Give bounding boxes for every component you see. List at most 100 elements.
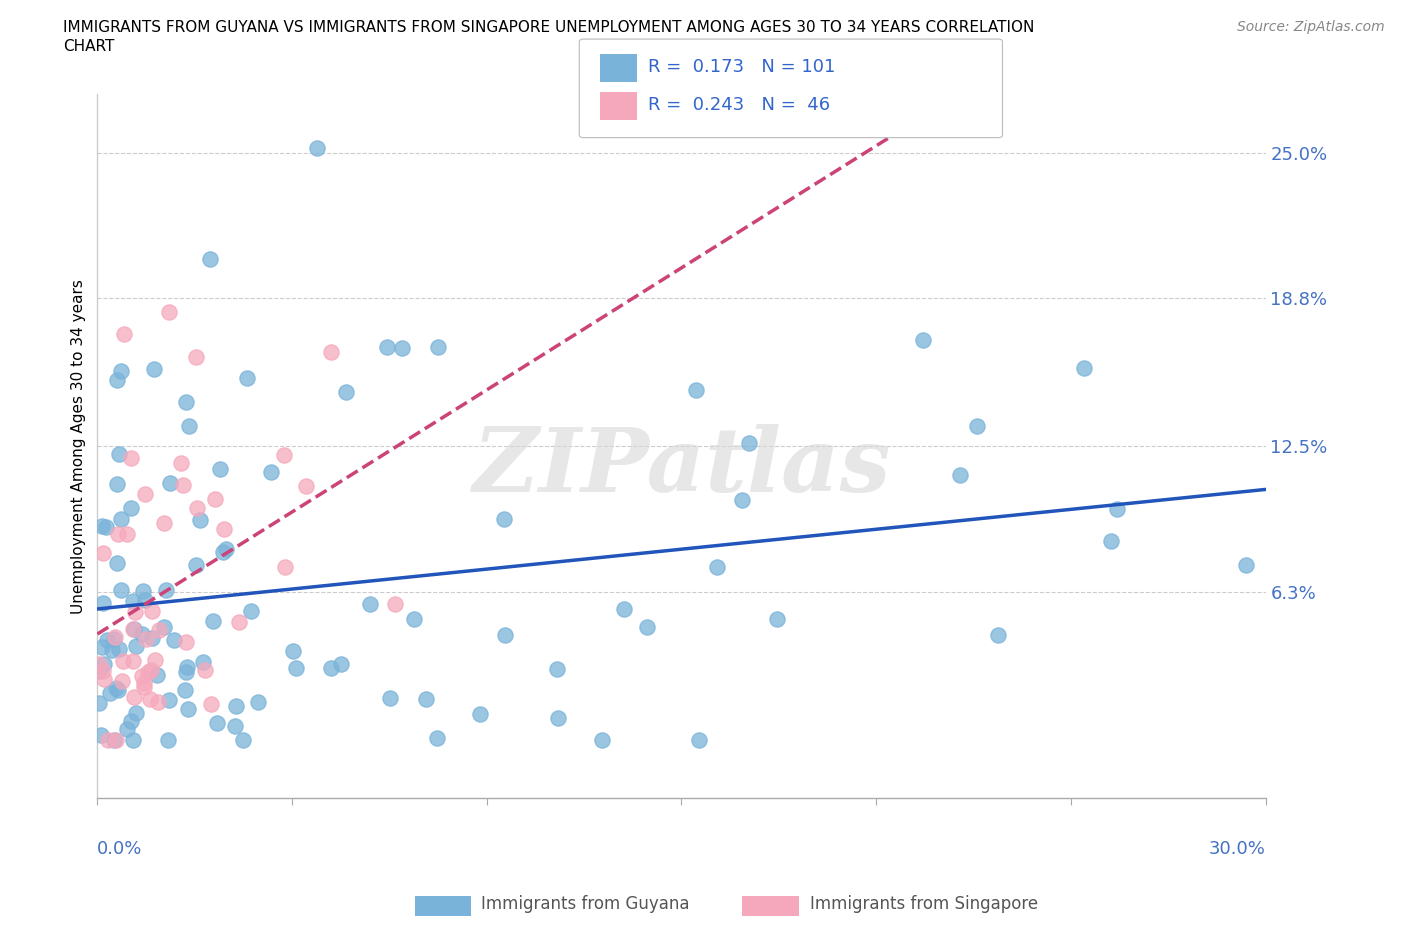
Point <box>211 545 233 560</box>
Point <box>738 436 761 451</box>
Point <box>157 693 180 708</box>
Point <box>415 692 437 707</box>
Point <box>111 653 134 668</box>
Text: 0.0%: 0.0% <box>97 841 143 858</box>
Point <box>173 683 195 698</box>
Point <box>731 493 754 508</box>
Point <box>205 715 228 730</box>
Point <box>124 604 146 619</box>
Point <box>93 671 115 686</box>
Point <box>636 619 658 634</box>
Point <box>105 477 128 492</box>
Point <box>120 500 142 515</box>
Point <box>87 696 110 711</box>
Point <box>177 702 200 717</box>
Point <box>90 519 112 534</box>
Text: Source: ZipAtlas.com: Source: ZipAtlas.com <box>1237 20 1385 34</box>
Point <box>273 448 295 463</box>
Point <box>547 711 569 725</box>
Point <box>105 372 128 387</box>
Point <box>156 732 179 747</box>
Point <box>107 642 129 657</box>
Point <box>139 691 162 706</box>
Point <box>494 628 516 643</box>
Point <box>136 664 159 679</box>
Point <box>208 461 231 476</box>
Point <box>101 643 124 658</box>
Point <box>402 612 425 627</box>
Point <box>96 632 118 647</box>
Point <box>468 707 491 722</box>
Point <box>194 662 217 677</box>
Point <box>1234 558 1257 573</box>
Point <box>202 614 225 629</box>
Point <box>120 713 142 728</box>
Point <box>179 418 201 433</box>
Point <box>546 662 568 677</box>
Point <box>391 341 413 356</box>
Point <box>212 522 235 537</box>
Point <box>98 685 121 700</box>
Point <box>225 698 247 713</box>
Point <box>685 383 707 398</box>
Point <box>110 364 132 379</box>
Point <box>89 664 111 679</box>
Point <box>110 582 132 597</box>
Point <box>247 695 270 710</box>
Point <box>359 596 381 611</box>
Point <box>107 526 129 541</box>
Point <box>91 639 114 654</box>
Point <box>163 632 186 647</box>
Point <box>155 582 177 597</box>
Point <box>232 732 254 747</box>
Point <box>949 468 972 483</box>
Point <box>200 696 222 711</box>
Point <box>145 667 167 682</box>
Point <box>89 657 111 671</box>
Point <box>152 515 174 530</box>
Point <box>1099 533 1122 548</box>
Point <box>125 705 148 720</box>
Point <box>135 631 157 646</box>
Point <box>1105 501 1128 516</box>
Point <box>134 592 156 607</box>
Point <box>170 456 193 471</box>
Point <box>174 394 197 409</box>
Point <box>191 655 214 670</box>
Point <box>285 661 308 676</box>
Text: CHART: CHART <box>63 39 115 54</box>
Point <box>115 526 138 541</box>
Point <box>228 615 250 630</box>
Point <box>141 663 163 678</box>
Point <box>375 339 398 354</box>
Point <box>283 644 305 658</box>
Point <box>426 731 449 746</box>
Point <box>115 722 138 737</box>
Point <box>122 622 145 637</box>
Point <box>157 305 180 320</box>
Text: 30.0%: 30.0% <box>1209 841 1265 858</box>
Point <box>122 689 145 704</box>
Point <box>104 681 127 696</box>
Point <box>121 732 143 747</box>
Point <box>172 477 194 492</box>
Point <box>384 597 406 612</box>
Point <box>97 732 120 747</box>
Point <box>198 251 221 266</box>
Point <box>224 719 246 734</box>
Point <box>91 663 114 678</box>
Point <box>141 604 163 618</box>
Point <box>105 555 128 570</box>
Point <box>380 690 402 705</box>
Point <box>146 695 169 710</box>
Point <box>108 446 131 461</box>
Point <box>153 619 176 634</box>
Point <box>131 627 153 642</box>
Point <box>204 492 226 507</box>
Text: R =  0.243   N =  46: R = 0.243 N = 46 <box>648 96 831 114</box>
Point <box>176 659 198 674</box>
Point <box>96 519 118 534</box>
Point <box>174 634 197 649</box>
Point <box>132 584 155 599</box>
Point <box>319 344 342 359</box>
